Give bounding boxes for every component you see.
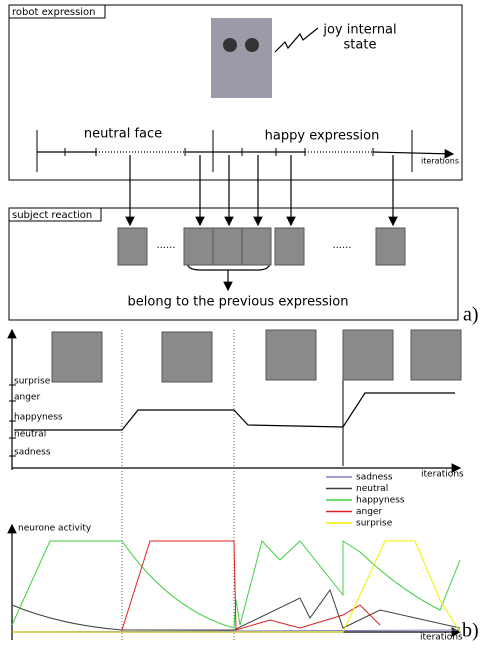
face-image	[161, 331, 213, 383]
face-image	[410, 329, 462, 381]
note: belong to the previous expression	[128, 295, 349, 310]
robot-box	[8, 4, 463, 181]
face-image	[274, 227, 305, 266]
face-image	[375, 227, 406, 266]
robot-label: joy internal	[322, 23, 396, 38]
panel-label: b)	[462, 620, 479, 642]
face-image	[51, 331, 103, 383]
phase-label: neutral face	[84, 127, 162, 142]
robot-eye	[223, 38, 237, 52]
legend-label: anger	[356, 507, 382, 517]
panel-label: a)	[463, 304, 479, 326]
face-image	[342, 329, 394, 381]
ellipsis: ......	[156, 240, 175, 251]
timeline	[372, 148, 455, 159]
state-label: anger	[14, 393, 40, 403]
state-label: happyness	[14, 413, 63, 423]
subject-box	[8, 207, 459, 321]
activity-curve	[11, 588, 461, 631]
activity-curve	[12, 540, 461, 633]
face-image	[212, 227, 243, 266]
phase-label: happy expression	[265, 129, 380, 144]
legend-label: sadness	[356, 473, 393, 483]
legend-label: surprise	[356, 519, 393, 529]
face-image	[117, 227, 148, 266]
robot-image	[211, 18, 272, 98]
axis-label: iterations	[421, 157, 459, 166]
face-image	[241, 227, 272, 266]
robot-box-title: robot expression	[12, 7, 96, 18]
robot-eye	[245, 38, 259, 52]
legend-label: happyness	[356, 496, 405, 506]
axis-label: iterations	[420, 633, 463, 643]
face-image	[265, 329, 317, 381]
robot-box-title-frame	[8, 4, 106, 19]
axis-label: neurone activity	[18, 524, 92, 534]
ellipsis: ......	[332, 240, 351, 251]
state-line	[14, 392, 455, 431]
state-label: neutral	[14, 430, 46, 440]
robot-label: state	[344, 38, 377, 53]
subject-box-title-frame	[8, 207, 102, 222]
state-label: sadness	[14, 448, 51, 458]
activity-curve	[11, 540, 461, 629]
face-image	[183, 227, 214, 266]
subject-box-title: subject reaction	[12, 210, 92, 221]
axis-label: iterations	[421, 470, 464, 480]
state-label: surprise	[14, 377, 51, 387]
legend-label: neutral	[356, 484, 388, 494]
brace	[186, 261, 271, 271]
zigzag	[274, 27, 319, 53]
